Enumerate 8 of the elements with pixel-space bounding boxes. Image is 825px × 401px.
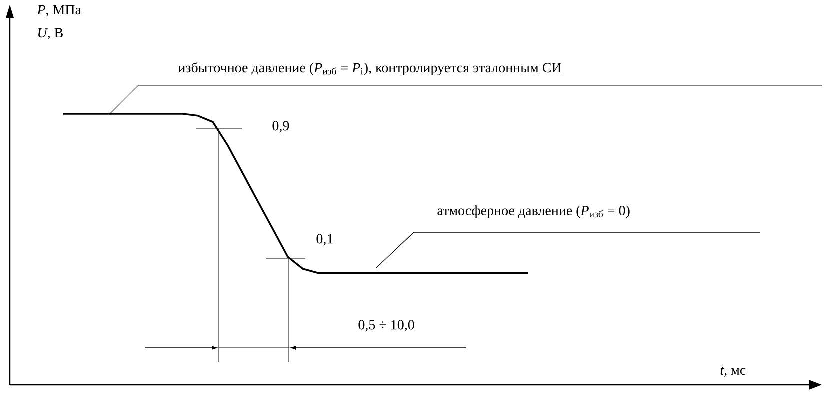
text: U, В xyxy=(38,28,63,40)
text: t, мс xyxy=(720,366,746,378)
annotation: 0,5 ÷ 10,0 xyxy=(358,320,414,332)
annotation: 0,1 xyxy=(316,234,333,246)
annotation: атмосферное давление (P$_{изб}$ = 0) xyxy=(438,206,630,218)
text: избыточное давление (P$_{изб}$ = P$_{i}$), контролируется эталонным СИ xyxy=(178,62,562,76)
annotation: 0,9 xyxy=(272,121,290,133)
text: P, МПа xyxy=(37,5,82,17)
